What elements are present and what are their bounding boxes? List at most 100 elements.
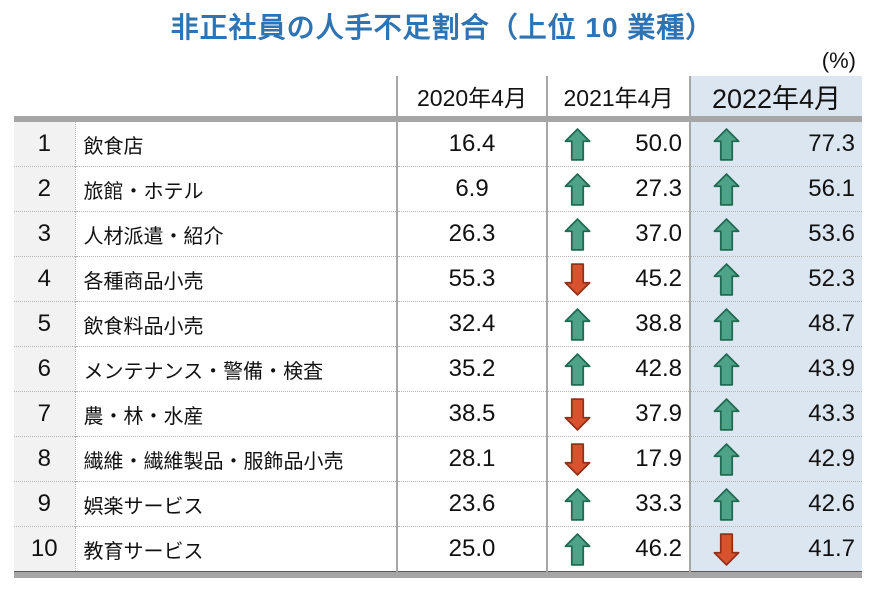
value-2021-cell: 50.0 [546, 119, 690, 167]
trend-up-icon [564, 127, 591, 161]
report-figure: 非正社員の人手不足割合（上位 10 業種） (%) 2020年4月 2021年4… [0, 6, 885, 608]
column-header-2021: 2021年4月 [546, 76, 690, 122]
value-2021: 42.8 [635, 355, 682, 382]
value-2021-cell: 33.3 [546, 481, 690, 527]
value-2022: 56.1 [808, 175, 855, 202]
value-2020-cell: 25.0 [396, 526, 547, 572]
value-2020-cell: 32.4 [396, 301, 547, 347]
trend-up-icon [713, 127, 740, 161]
value-2020-cell: 38.5 [396, 391, 547, 437]
value-2021: 38.8 [635, 310, 682, 337]
industry-cell: 各種商品小売 [74, 256, 397, 302]
trend-down-icon [564, 397, 591, 431]
trend-up-icon [713, 487, 740, 521]
trend-up-icon [713, 217, 740, 251]
industry-column-header [75, 76, 397, 122]
value-2021-cell: 42.8 [546, 346, 690, 392]
trend-up-icon [564, 172, 591, 206]
table-row: 3 人材派遣・紹介 26.3 37.0 53.6 [14, 211, 862, 257]
value-2021-cell: 37.9 [546, 391, 690, 437]
value-2022: 42.6 [808, 490, 855, 517]
table-bottom-border [14, 572, 862, 578]
trend-up-icon [564, 487, 591, 521]
industry-cell: 教育サービス [74, 526, 397, 572]
rank-column-header [14, 76, 75, 122]
value-2022-cell: 42.6 [689, 481, 862, 527]
value-2022: 53.6 [808, 220, 855, 247]
rank-cell: 4 [14, 256, 75, 302]
value-2021-cell: 37.0 [546, 211, 690, 257]
industry-cell: 旅館・ホテル [74, 166, 397, 212]
industry-cell: 飲食料品小売 [74, 301, 397, 347]
table-row: 4 各種商品小売 55.3 45.2 52.3 [14, 256, 862, 302]
trend-up-icon [564, 352, 591, 386]
value-2020-cell: 23.6 [396, 481, 547, 527]
value-2021: 45.2 [635, 265, 682, 292]
value-2021: 37.0 [635, 220, 682, 247]
table-row: 6 メンテナンス・警備・検査 35.2 42.8 43.9 [14, 346, 862, 392]
value-2022: 43.3 [808, 400, 855, 427]
column-header-2020: 2020年4月 [396, 76, 547, 122]
value-2021: 50.0 [635, 130, 682, 157]
value-2021-cell: 45.2 [546, 256, 690, 302]
trend-up-icon [713, 442, 740, 476]
value-2022: 41.7 [808, 535, 855, 562]
trend-down-icon [564, 442, 591, 476]
trend-up-icon [713, 172, 740, 206]
trend-up-icon [713, 397, 740, 431]
table-row: 7 農・林・水産 38.5 37.9 43.3 [14, 391, 862, 437]
value-2020-cell: 26.3 [396, 211, 547, 257]
value-2021-cell: 38.8 [546, 301, 690, 347]
trend-up-icon [713, 352, 740, 386]
value-2022-cell: 77.3 [689, 119, 862, 167]
trend-down-icon [564, 262, 591, 296]
value-2022-cell: 41.7 [689, 526, 862, 572]
rank-cell: 7 [14, 391, 75, 437]
rank-cell: 3 [14, 211, 75, 257]
value-2022-cell: 53.6 [689, 211, 862, 257]
value-2022-cell: 52.3 [689, 256, 862, 302]
trend-up-icon [564, 307, 591, 341]
trend-up-icon [564, 217, 591, 251]
value-2020-cell: 55.3 [396, 256, 547, 302]
table-row: 2 旅館・ホテル 6.9 27.3 56.1 [14, 166, 862, 212]
value-2021: 17.9 [635, 445, 682, 472]
value-2021-cell: 46.2 [546, 526, 690, 572]
value-2020-cell: 35.2 [396, 346, 547, 392]
rank-cell: 8 [14, 436, 75, 482]
industry-cell: 繊維・繊維製品・服飾品小売 [74, 436, 397, 482]
value-2022: 42.9 [808, 445, 855, 472]
industry-cell: 飲食店 [74, 119, 397, 167]
header-row: 2020年4月 2021年4月 2022年4月 [14, 76, 862, 122]
industry-cell: メンテナンス・警備・検査 [74, 346, 397, 392]
trend-up-icon [713, 307, 740, 341]
table-row: 8 繊維・繊維製品・服飾品小売 28.1 17.9 42.9 [14, 436, 862, 482]
value-2022-cell: 43.9 [689, 346, 862, 392]
value-2022: 77.3 [808, 130, 855, 157]
value-2021: 46.2 [635, 535, 682, 562]
value-2021-cell: 17.9 [546, 436, 690, 482]
trend-down-icon [713, 532, 740, 566]
industry-cell: 農・林・水産 [74, 391, 397, 437]
value-2022: 52.3 [808, 265, 855, 292]
value-2021-cell: 27.3 [546, 166, 690, 212]
rank-cell: 2 [14, 166, 75, 212]
value-2022: 43.9 [808, 355, 855, 382]
value-2022-cell: 43.3 [689, 391, 862, 437]
table-row: 10 教育サービス 25.0 46.2 41.7 [14, 526, 862, 572]
trend-up-icon [713, 262, 740, 296]
rank-cell: 10 [14, 526, 75, 572]
value-2021: 37.9 [635, 400, 682, 427]
trend-up-icon [564, 532, 591, 566]
value-2021: 27.3 [635, 175, 682, 202]
unit-label: (%) [821, 48, 856, 73]
shortage-table: 2020年4月 2021年4月 2022年4月 1 飲食店 16.4 50.0 … [14, 76, 862, 572]
value-2021: 33.3 [635, 490, 682, 517]
table-row: 9 娯楽サービス 23.6 33.3 42.6 [14, 481, 862, 527]
value-2022-cell: 42.9 [689, 436, 862, 482]
column-header-2022: 2022年4月 [689, 76, 862, 122]
value-2020-cell: 16.4 [396, 119, 547, 167]
rank-cell: 6 [14, 346, 75, 392]
table-row: 5 飲食料品小売 32.4 38.8 48.7 [14, 301, 862, 347]
industry-cell: 人材派遣・紹介 [74, 211, 397, 257]
